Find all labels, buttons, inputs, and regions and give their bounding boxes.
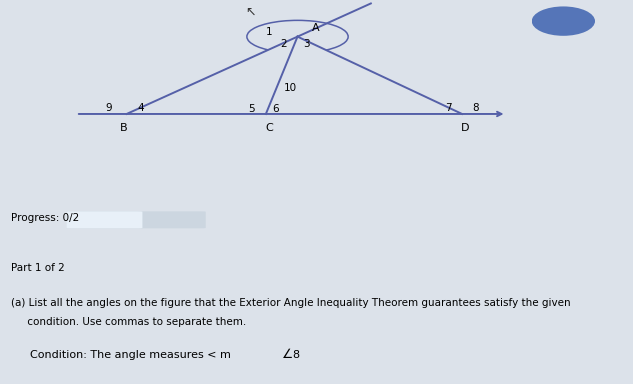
Text: C: C bbox=[265, 123, 273, 133]
Text: B: B bbox=[120, 123, 127, 133]
Text: Part 1 of 2: Part 1 of 2 bbox=[11, 263, 65, 273]
Text: 2: 2 bbox=[280, 39, 287, 49]
Ellipse shape bbox=[532, 7, 595, 36]
Text: (a) List all the angles on the figure that the Exterior Angle Inequality Theorem: (a) List all the angles on the figure th… bbox=[11, 298, 571, 308]
Text: 10: 10 bbox=[284, 83, 296, 93]
Text: 4: 4 bbox=[137, 103, 144, 113]
Text: 3: 3 bbox=[303, 39, 310, 49]
Text: A: A bbox=[311, 23, 319, 33]
Text: Progress: 0/2: Progress: 0/2 bbox=[11, 213, 80, 223]
Text: 8: 8 bbox=[292, 350, 299, 360]
Text: 6: 6 bbox=[273, 104, 279, 114]
Text: ↖: ↖ bbox=[245, 6, 255, 19]
Text: 1: 1 bbox=[266, 26, 272, 36]
Text: 8: 8 bbox=[473, 103, 479, 113]
FancyBboxPatch shape bbox=[66, 211, 142, 228]
Text: 9: 9 bbox=[106, 103, 112, 113]
Text: ∠: ∠ bbox=[282, 348, 293, 361]
Text: D: D bbox=[461, 123, 470, 133]
FancyBboxPatch shape bbox=[66, 211, 206, 228]
Text: Condition: The angle measures < m: Condition: The angle measures < m bbox=[30, 350, 231, 360]
Text: 5: 5 bbox=[249, 104, 255, 114]
Text: 7: 7 bbox=[445, 103, 451, 113]
Text: condition. Use commas to separate them.: condition. Use commas to separate them. bbox=[11, 317, 247, 327]
